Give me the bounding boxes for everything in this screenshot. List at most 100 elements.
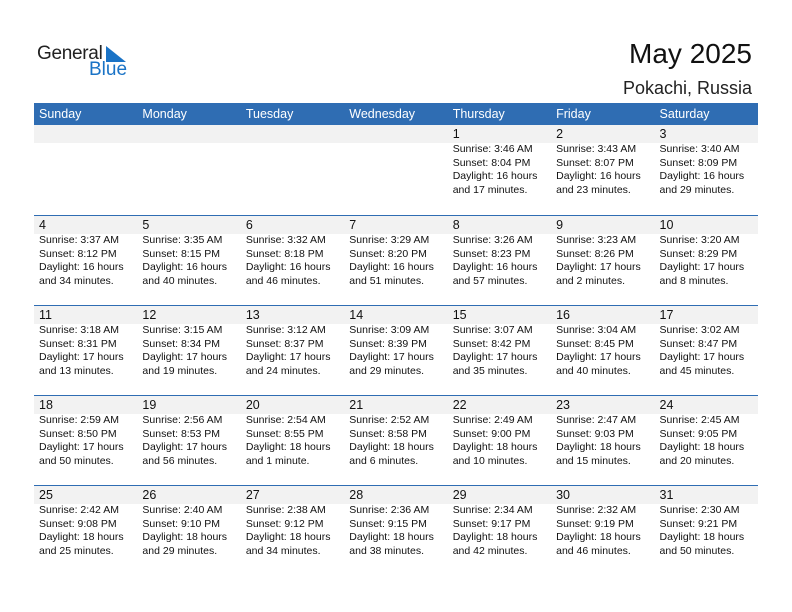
day-cell: 28 Sunrise: 2:36 AM Sunset: 9:15 PM Dayligh… <box>344 486 447 558</box>
daylight-text: Daylight: 18 hours <box>556 441 641 453</box>
day-cell: 9 Sunrise: 3:23 AM Sunset: 8:26 PM Daylight… <box>551 216 654 288</box>
daylight-text-cont: and 51 minutes. <box>349 274 424 287</box>
weekday-wednesday: Wednesday <box>349 107 416 121</box>
daylight-text-cont: and 57 minutes. <box>452 274 528 287</box>
sunset-text: Sunset: 8:50 PM <box>39 427 117 440</box>
sunrise-text: Sunrise: 2:59 AM <box>39 414 119 426</box>
day-cell: 21 Sunrise: 2:52 AM Sunset: 8:58 PM Dayligh… <box>344 396 447 468</box>
date-band <box>34 486 758 504</box>
weekday-friday: Friday <box>556 107 591 121</box>
week-row: 11 Sunrise: 3:18 AM Sunset: 8:31 PM Dayligh… <box>34 305 758 395</box>
sunset-text: Sunset: 8:58 PM <box>349 427 427 440</box>
day-number: 21 <box>349 398 364 412</box>
sunrise-text: Sunrise: 3:35 AM <box>142 234 223 246</box>
date-band <box>34 396 758 414</box>
sunrise-text: Sunrise: 2:54 AM <box>245 414 326 426</box>
empty-cell <box>34 125 137 197</box>
sunset-text: Sunset: 8:34 PM <box>142 337 221 350</box>
daylight-text: Daylight: 17 hours <box>452 351 538 363</box>
daylight-text-cont: and 17 minutes. <box>452 183 528 196</box>
daylight-text-cont: and 35 minutes. <box>452 364 528 377</box>
sunrise-text: Sunrise: 3:46 AM <box>452 143 533 155</box>
sunrise-text: Sunrise: 3:07 AM <box>452 324 533 336</box>
sunrise-text: Sunrise: 3:02 AM <box>659 324 740 336</box>
day-number: 1 <box>452 127 460 141</box>
sunset-text: Sunset: 8:55 PM <box>245 427 324 440</box>
day-number: 27 <box>245 488 260 502</box>
sunrise-text: Sunrise: 3:09 AM <box>349 324 430 336</box>
sunrise-text: Sunrise: 2:42 AM <box>39 504 119 516</box>
day-number: 2 <box>556 127 564 141</box>
weekday-header: Sunday Monday Tuesday Wednesday Thursday Frid… <box>34 103 758 125</box>
sunset-text: Sunset: 8:37 PM <box>245 337 324 350</box>
day-number: 24 <box>659 398 674 412</box>
daylight-text-cont: and 40 minutes. <box>142 274 218 287</box>
sunrise-text: Sunrise: 3:15 AM <box>142 324 223 336</box>
sunset-text: Sunset: 9:19 PM <box>556 517 634 530</box>
day-cell: 12 Sunrise: 3:15 AM Sunset: 8:34 PM Dayligh… <box>137 306 240 378</box>
weekday-sunday: Sunday <box>39 107 82 121</box>
sunset-text: Sunset: 8:47 PM <box>659 337 738 350</box>
daylight-text-cont: and 34 minutes. <box>245 544 321 557</box>
daylight-text: Daylight: 16 hours <box>245 261 331 273</box>
daylight-text: Daylight: 16 hours <box>349 261 434 273</box>
sunrise-text: Sunrise: 3:29 AM <box>349 234 430 246</box>
daylight-text-cont: and 42 minutes. <box>452 544 528 557</box>
day-number: 20 <box>245 398 260 412</box>
sunset-text: Sunset: 8:42 PM <box>452 337 531 350</box>
daylight-text: Daylight: 16 hours <box>39 261 124 273</box>
page-title: May 2025 <box>629 38 752 69</box>
sunset-text: Sunset: 9:08 PM <box>39 517 117 530</box>
sunset-text: Sunset: 8:29 PM <box>659 247 738 260</box>
sunrise-text: Sunrise: 2:49 AM <box>452 414 533 426</box>
sunset-text: Sunset: 8:45 PM <box>556 337 634 350</box>
daylight-text: Daylight: 17 hours <box>659 261 745 273</box>
daylight-text: Daylight: 16 hours <box>452 170 538 182</box>
sunset-text: Sunset: 8:04 PM <box>452 156 531 169</box>
week-row: 4 Sunrise: 3:37 AM Sunset: 8:12 PM Daylight… <box>34 215 758 305</box>
daylight-text: Daylight: 18 hours <box>349 531 434 543</box>
daylight-text-cont: and 38 minutes. <box>349 544 424 557</box>
day-cell: 25 Sunrise: 2:42 AM Sunset: 9:08 PM Dayligh… <box>34 486 137 558</box>
week-cells: 11 Sunrise: 3:18 AM Sunset: 8:31 PM Dayligh… <box>34 306 758 378</box>
day-number: 26 <box>142 488 157 502</box>
day-cell: 13 Sunrise: 3:12 AM Sunset: 8:37 PM Dayligh… <box>241 306 344 378</box>
week-row: 18 Sunrise: 2:59 AM Sunset: 8:50 PM Dayligh… <box>34 395 758 485</box>
week-cells: 4 Sunrise: 3:37 AM Sunset: 8:12 PM Daylight… <box>34 216 758 288</box>
sunrise-text: Sunrise: 3:04 AM <box>556 324 637 336</box>
daylight-text: Daylight: 18 hours <box>659 531 745 543</box>
sunset-text: Sunset: 8:53 PM <box>142 427 221 440</box>
day-number: 31 <box>659 488 674 502</box>
daylight-text: Daylight: 17 hours <box>142 441 228 453</box>
sunrise-text: Sunrise: 3:40 AM <box>659 143 740 155</box>
daylight-text-cont: and 46 minutes. <box>556 544 631 557</box>
day-number: 6 <box>245 218 253 232</box>
day-cell: 10 Sunrise: 3:20 AM Sunset: 8:29 PM Dayligh… <box>655 216 758 288</box>
day-number: 10 <box>659 218 674 232</box>
date-band <box>34 216 758 234</box>
day-number: 29 <box>452 488 467 502</box>
daylight-text: Daylight: 17 hours <box>556 261 641 273</box>
weekday-saturday: Saturday <box>659 107 710 121</box>
daylight-text-cont: and 29 minutes. <box>659 183 735 196</box>
daylight-text-cont: and 50 minutes. <box>659 544 735 557</box>
sunrise-text: Sunrise: 3:37 AM <box>39 234 119 246</box>
day-cell: 17 Sunrise: 3:02 AM Sunset: 8:47 PM Dayligh… <box>655 306 758 378</box>
day-cell: 24 Sunrise: 2:45 AM Sunset: 9:05 PM Dayligh… <box>655 396 758 468</box>
daylight-text: Daylight: 16 hours <box>452 261 538 273</box>
daylight-text-cont: and 20 minutes. <box>659 454 735 467</box>
empty-cell <box>344 125 447 197</box>
sunset-text: Sunset: 9:05 PM <box>659 427 738 440</box>
daylight-text-cont: and 25 minutes. <box>39 544 114 557</box>
week-cells: 25 Sunrise: 2:42 AM Sunset: 9:08 PM Dayligh… <box>34 486 758 558</box>
sunset-text: Sunset: 9:17 PM <box>452 517 531 530</box>
daylight-text: Daylight: 18 hours <box>245 531 331 543</box>
daylight-text-cont: and 19 minutes. <box>142 364 218 377</box>
daylight-text: Daylight: 17 hours <box>659 351 745 363</box>
daylight-text-cont: and 46 minutes. <box>245 274 321 287</box>
logo-triangle-icon <box>106 46 126 62</box>
sunset-text: Sunset: 8:15 PM <box>142 247 221 260</box>
sunrise-text: Sunrise: 3:23 AM <box>556 234 637 246</box>
day-cell: 6 Sunrise: 3:32 AM Sunset: 8:18 PM Daylight… <box>241 216 344 288</box>
daylight-text: Daylight: 18 hours <box>349 441 434 453</box>
